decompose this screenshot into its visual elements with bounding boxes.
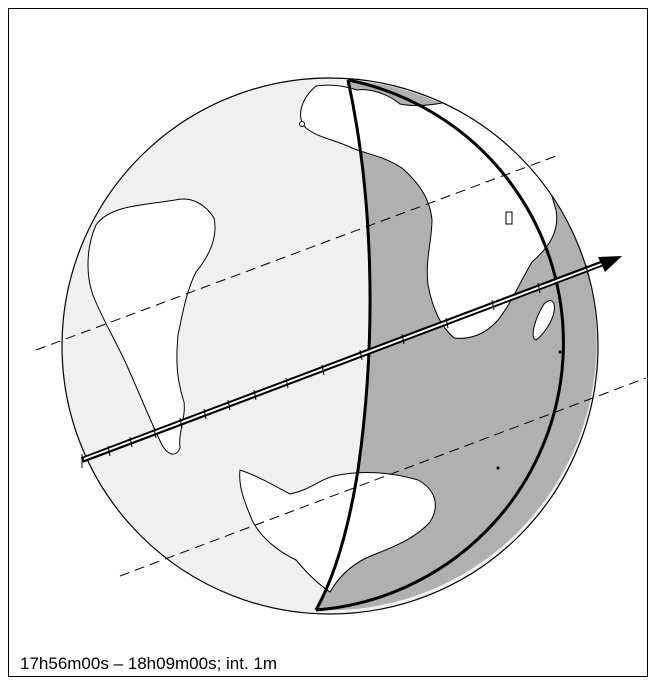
globe-outline bbox=[61, 77, 599, 615]
time-ticks bbox=[81, 264, 589, 468]
antarctica-land bbox=[239, 469, 436, 593]
direction-arrow bbox=[598, 256, 622, 272]
madagascar-land bbox=[532, 300, 555, 341]
terminator-line bbox=[314, 79, 372, 611]
time-range-caption: 17h56m00s – 18h09m00s; int. 1m bbox=[20, 654, 278, 673]
central-path-inner bbox=[83, 262, 605, 460]
globe-night-limb bbox=[315, 78, 565, 612]
island bbox=[496, 466, 500, 470]
island bbox=[505, 211, 513, 225]
africa-land bbox=[300, 84, 558, 339]
south-america-land bbox=[87, 198, 216, 455]
island bbox=[558, 350, 562, 354]
north-limit-line bbox=[35, 155, 557, 351]
island bbox=[299, 121, 305, 127]
south-limit-line bbox=[119, 377, 647, 577]
